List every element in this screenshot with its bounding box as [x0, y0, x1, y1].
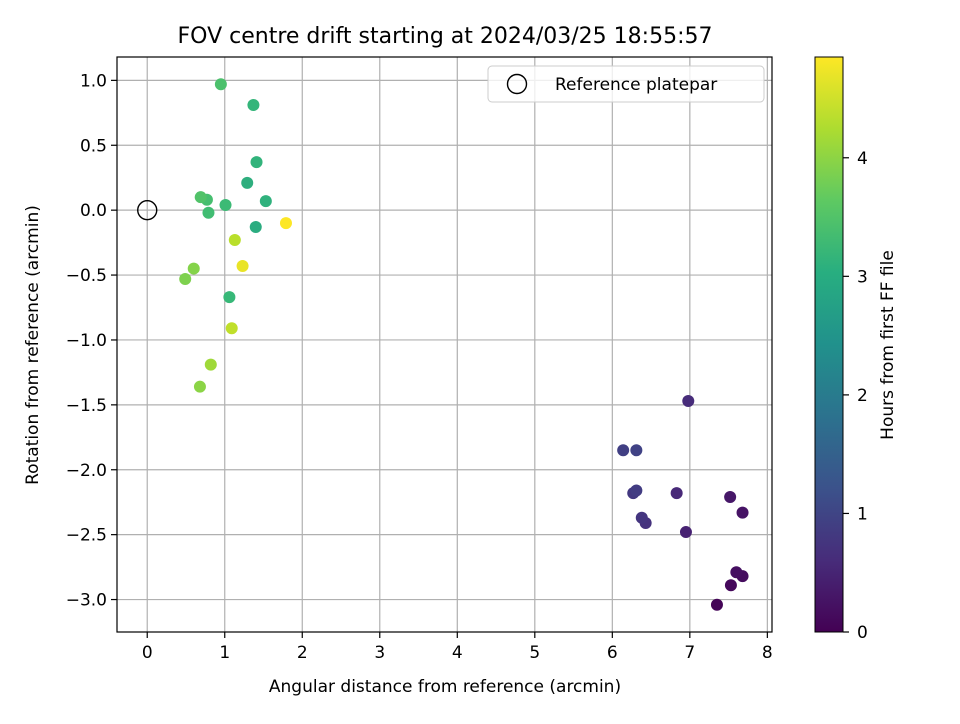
data-point [630, 444, 643, 457]
y-tick-label: −0.5 [66, 266, 107, 286]
data-point [635, 511, 648, 524]
data-point [179, 272, 192, 285]
x-tick-label: 8 [762, 643, 773, 663]
y-tick-label: 1.0 [80, 71, 107, 91]
plot-area-frame [116, 56, 773, 633]
y-tick-label: −3.0 [66, 591, 107, 611]
y-axis-ticks: 1.0 0.5 0.0 −0.5 −1.0 −1.5 −2.0 −2.5 −3.0 [66, 71, 117, 611]
legend-label-reference: Reference platepar [555, 75, 717, 95]
x-tick-label: 6 [607, 643, 618, 663]
y-tick-label: −1.0 [66, 331, 107, 351]
x-tick-label: 1 [219, 643, 230, 663]
x-tick-label: 4 [452, 643, 463, 663]
data-point [241, 176, 254, 189]
data-point [219, 198, 232, 211]
data-point [724, 491, 737, 504]
x-tick-label: 7 [684, 643, 695, 663]
data-point [730, 566, 743, 579]
x-tick-label: 0 [142, 643, 153, 663]
data-point [247, 99, 260, 112]
y-tick-label: 0.0 [80, 201, 107, 221]
data-point [187, 262, 200, 275]
data-point [617, 444, 630, 457]
data-point [724, 579, 737, 592]
data-point [259, 195, 272, 208]
data-point [682, 394, 695, 407]
x-tick-label: 5 [529, 643, 540, 663]
data-point [194, 191, 207, 204]
chart-title: FOV centre drift starting at 2024/03/25 … [178, 24, 713, 49]
data-point [670, 487, 683, 500]
colorbar-tick-label: 0 [857, 623, 868, 643]
data-point [236, 259, 249, 272]
y-axis-label: Rotation from reference (arcmin) [23, 205, 43, 485]
y-tick-label: −2.0 [66, 461, 107, 481]
x-tick-label: 2 [297, 643, 308, 663]
data-point [279, 217, 292, 230]
data-point [214, 78, 227, 91]
grid [117, 57, 772, 632]
colorbar-label: Hours from first FF file [878, 250, 898, 440]
data-point [249, 221, 262, 234]
x-tick-label: 3 [374, 643, 385, 663]
reference-point-marker [137, 199, 158, 221]
y-tick-label: −2.5 [66, 526, 107, 546]
data-point [679, 526, 692, 539]
y-tick-label: 0.5 [80, 136, 107, 156]
data-point [736, 506, 749, 519]
data-point [228, 234, 241, 247]
y-tick-label: −1.5 [66, 396, 107, 416]
legend: Reference platepar [487, 65, 765, 103]
data-points [137, 78, 749, 611]
x-axis-label: Angular distance from reference (arcmin) [269, 677, 621, 697]
colorbar-tick-label: 3 [857, 267, 868, 287]
data-point [630, 484, 643, 497]
data-point [193, 380, 206, 393]
colorbar-tick-label: 4 [857, 149, 868, 169]
legend-box [487, 65, 765, 103]
data-point [250, 156, 263, 169]
data-point [202, 206, 215, 219]
data-point [223, 291, 236, 304]
legend-marker-reference [506, 73, 528, 95]
x-axis-ticks: 0 1 2 3 4 5 6 7 8 [142, 632, 773, 663]
data-point [225, 322, 238, 335]
colorbar: 0 1 2 3 4 Hours from first FF file [814, 56, 898, 643]
colorbar-ticks: 0 1 2 3 4 [843, 149, 868, 643]
colorbar-tick-label: 2 [857, 386, 868, 406]
colorbar-tick-label: 1 [857, 504, 868, 524]
data-point [710, 598, 723, 611]
colorbar-gradient [814, 56, 844, 633]
data-point [204, 358, 217, 371]
